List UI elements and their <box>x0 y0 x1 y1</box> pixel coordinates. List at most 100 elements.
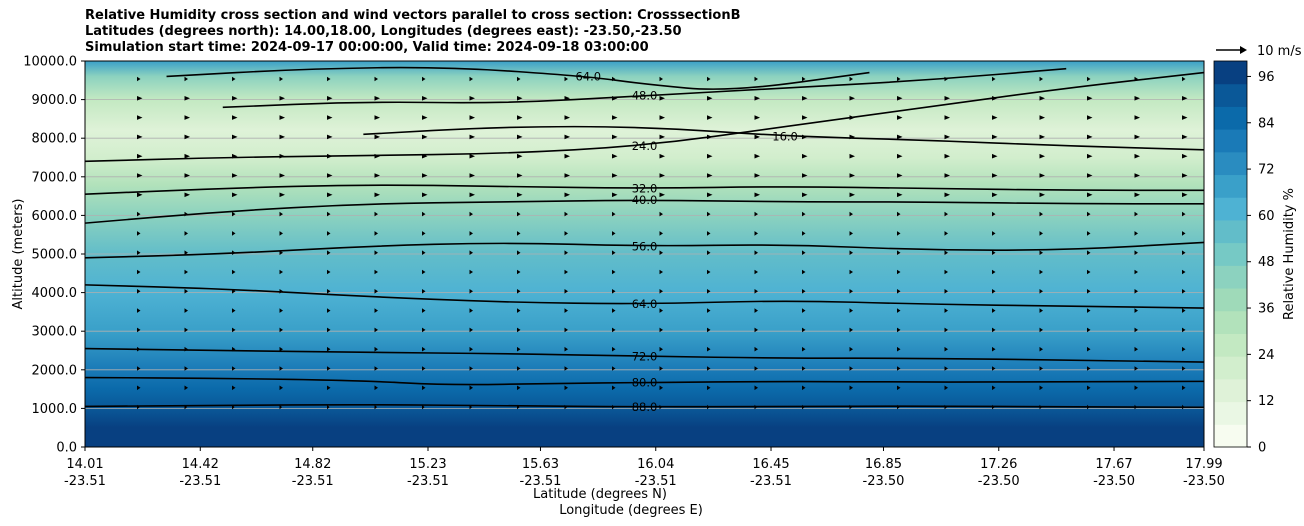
wind-vector <box>707 192 713 198</box>
wind-vector <box>327 327 331 333</box>
wind-vector <box>849 327 853 333</box>
wind-vector <box>897 385 901 391</box>
wind-vector <box>279 134 285 140</box>
y-tick-label: 5000.0 <box>32 248 78 263</box>
wind-vector <box>184 385 188 391</box>
colorbar-ticks: 0 12 24 36 48 60 72 84 96 <box>1247 70 1275 456</box>
wind-vector <box>944 173 950 178</box>
wind-vector <box>944 385 948 391</box>
wind-vector <box>1134 173 1140 178</box>
y-axis-label: Altitude (meters) <box>11 199 26 310</box>
colorbar: 0 12 24 36 48 60 72 84 96 Relative Humidity % <box>1213 60 1297 456</box>
contour-label: 16.0 <box>772 129 798 143</box>
wind-vector <box>517 289 521 294</box>
wind-vector <box>564 289 568 294</box>
wind-vector <box>327 404 330 410</box>
y-tick-label: 10000.0 <box>23 55 77 70</box>
wind-vector <box>707 327 711 333</box>
wind-vector <box>184 76 188 82</box>
colorbar-bin <box>1214 242 1247 266</box>
wind-vector <box>517 153 523 159</box>
contour-line <box>85 284 1204 309</box>
wind-vector <box>754 250 758 255</box>
wind-vector <box>469 115 475 120</box>
wind-vector <box>469 308 473 313</box>
wind-vector <box>279 385 283 391</box>
wind-vector <box>707 211 711 217</box>
wind-vector <box>422 308 426 313</box>
wind-vector <box>517 173 523 178</box>
x-tick-label-lon: -23.51 <box>179 474 221 489</box>
wind-vector <box>1087 211 1091 217</box>
wind-vector <box>707 366 711 371</box>
chart-title-line-1: Relative Humidity cross section and wind… <box>85 8 741 23</box>
wind-vector <box>469 366 473 371</box>
wind-vector <box>137 115 143 120</box>
wind-vector <box>992 173 998 178</box>
x-tick-label-lat: 15.23 <box>409 457 446 472</box>
contour-label: 40.0 <box>632 193 658 207</box>
wind-vector <box>992 289 996 294</box>
wind-vector <box>422 289 426 294</box>
wind-vector <box>564 192 570 198</box>
wind-vector <box>1087 96 1093 101</box>
wind-vector <box>992 231 996 236</box>
wind-vector <box>1182 96 1188 101</box>
wind-vector <box>1134 250 1138 255</box>
wind-vector <box>422 346 426 352</box>
wind-vector <box>802 327 806 333</box>
wind-vector <box>137 289 141 294</box>
wind-vector <box>184 308 188 313</box>
wind-vector <box>802 289 806 294</box>
x-tick-label-lat: 14.82 <box>294 457 331 472</box>
wind-vector <box>327 231 331 236</box>
x-tick-label-lat: 17.67 <box>1095 457 1132 472</box>
wind-vector <box>517 192 523 198</box>
y-tick-label: 1000.0 <box>32 402 78 417</box>
wind-vector <box>564 366 568 371</box>
x-tick-label-lat: 16.85 <box>865 457 902 472</box>
wind-vector <box>897 192 903 198</box>
wind-vector <box>1087 192 1093 198</box>
wind-vector <box>992 211 996 217</box>
wind-vector <box>897 115 903 120</box>
wind-vector <box>374 308 378 313</box>
wind-vector <box>1039 385 1043 391</box>
wind-vector <box>469 231 473 236</box>
wind-vector <box>1182 385 1186 391</box>
wind-vector <box>1087 308 1091 313</box>
wind-vector <box>849 308 853 313</box>
wind-vector <box>1039 96 1045 101</box>
wind-vector <box>374 115 380 120</box>
wind-vector <box>802 192 808 198</box>
y-tick-label: 7000.0 <box>32 170 78 185</box>
wind-vector <box>944 308 948 313</box>
wind-vector <box>707 96 713 101</box>
x-tick-label-lat: 17.26 <box>980 457 1017 472</box>
wind-vector <box>802 96 808 101</box>
x-tick-label-lon: -23.50 <box>1183 474 1225 489</box>
wind-vector <box>1087 346 1091 352</box>
wind-vector <box>137 250 141 255</box>
wind-vector <box>659 153 665 159</box>
wind-vector <box>802 115 808 120</box>
wind-vector <box>897 96 903 101</box>
wind-vector <box>184 250 188 255</box>
wind-vector <box>849 192 855 198</box>
wind-vector <box>1182 269 1186 275</box>
wind-vector <box>422 269 426 275</box>
wind-vector <box>1039 231 1043 236</box>
wind-vector <box>564 327 568 333</box>
y-tick-label: 3000.0 <box>32 325 78 340</box>
wind-vector <box>1039 327 1043 333</box>
wind-vector <box>422 231 426 236</box>
wind-vector <box>1134 96 1140 101</box>
wind-vector <box>754 366 758 371</box>
wind-vector <box>422 327 426 333</box>
wind-vector <box>374 289 378 294</box>
wind-vector <box>897 289 901 294</box>
wind-vector <box>849 211 853 217</box>
wind-vector <box>944 269 948 275</box>
colorbar-tick-label: 0 <box>1258 441 1266 456</box>
wind-vector <box>1182 134 1188 140</box>
